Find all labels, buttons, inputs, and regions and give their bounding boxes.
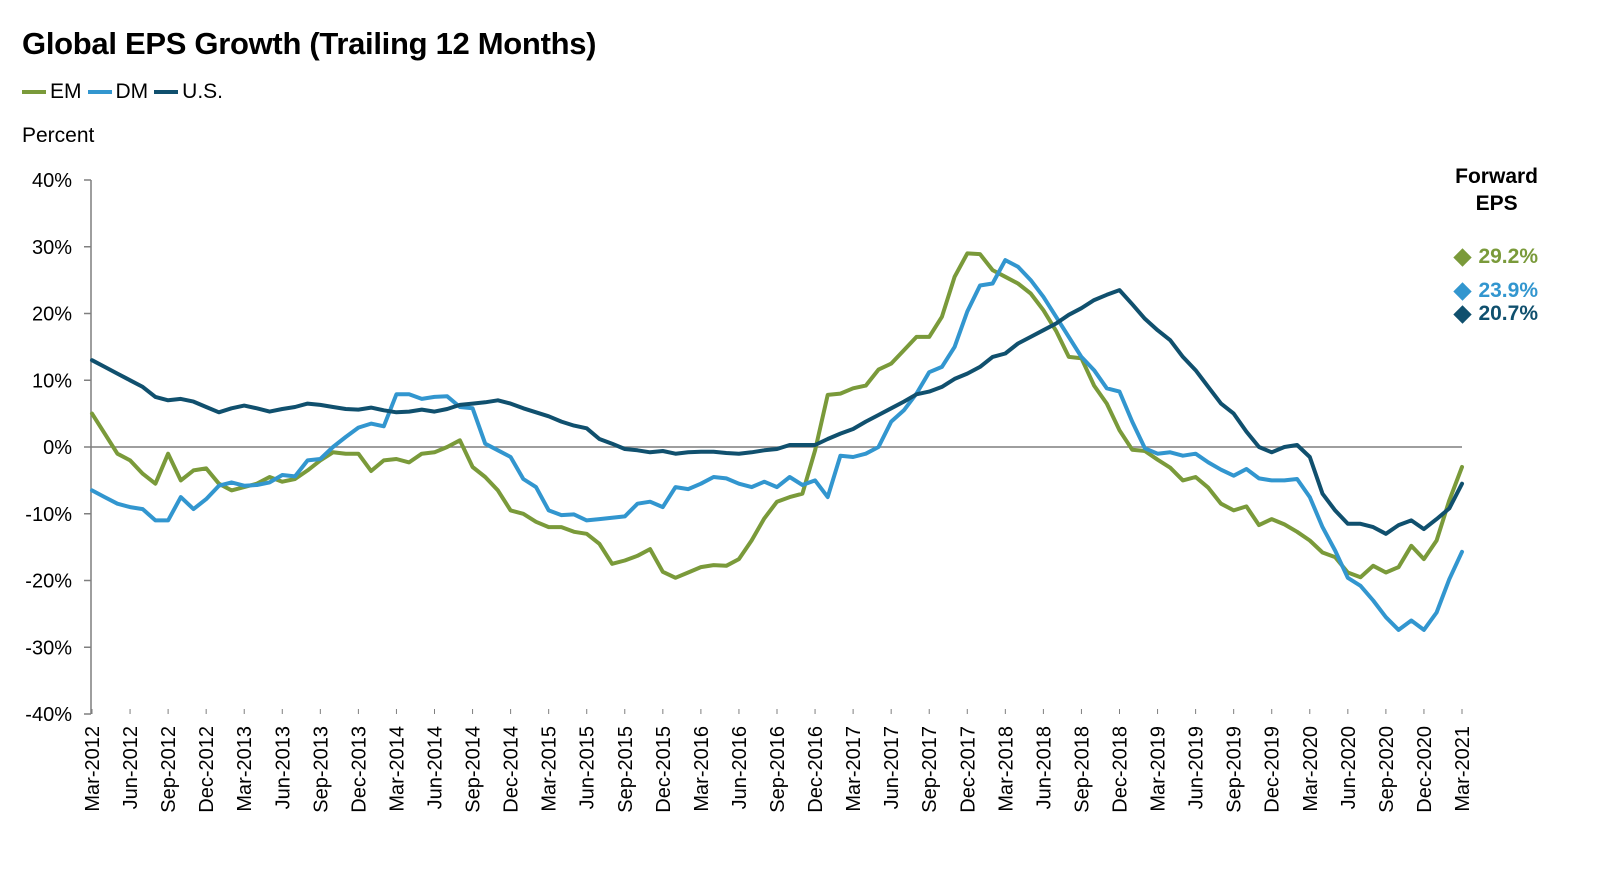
x-tick-label: Mar-2020 xyxy=(1300,726,1322,812)
x-tick-label: Mar-2019 xyxy=(1148,726,1170,812)
x-tick-label: Mar-2015 xyxy=(539,726,561,812)
y-tick-label: -40% xyxy=(25,704,72,726)
x-tick-label: Sep-2015 xyxy=(615,726,637,813)
x-tick-label: Mar-2016 xyxy=(691,726,713,812)
x-tick-label: Mar-2017 xyxy=(843,726,865,812)
legend-label-us: U.S. xyxy=(182,80,224,103)
y-tick-label: -30% xyxy=(25,637,72,659)
x-tick-label: Dec-2017 xyxy=(957,726,979,813)
x-tick-label: Sep-2014 xyxy=(463,726,485,813)
x-tick-label: Mar-2013 xyxy=(234,726,256,812)
forward-eps-dm-value: 23.9% xyxy=(1478,279,1538,302)
x-tick-label: Jun-2017 xyxy=(881,726,903,809)
forward-eps-us-value: 20.7% xyxy=(1478,302,1538,325)
x-tick-label: Dec-2020 xyxy=(1414,726,1436,813)
x-tick-label: Dec-2015 xyxy=(653,726,675,813)
x-tick-label: Sep-2016 xyxy=(767,726,789,813)
x-tick-label: Mar-2012 xyxy=(82,726,104,812)
y-tick-label: 30% xyxy=(32,237,72,259)
x-tick-label: Dec-2014 xyxy=(501,726,523,813)
x-tick-label: Jun-2016 xyxy=(729,726,751,809)
forward-eps-heading: Forward EPS xyxy=(1455,163,1538,217)
x-tick-label: Dec-2018 xyxy=(1110,726,1132,813)
y-tick-label: 10% xyxy=(32,370,72,392)
y-tick-label: 0% xyxy=(43,437,72,459)
x-tick-label: Jun-2015 xyxy=(577,726,599,809)
forward-eps-heading-line1: Forward xyxy=(1455,165,1538,188)
y-tick-label: 40% xyxy=(32,170,72,192)
forward-eps-dm: 23.9% xyxy=(1453,279,1538,303)
x-tick-label: Mar-2018 xyxy=(995,726,1017,812)
diamond-icon xyxy=(1453,247,1473,267)
legend-label-em: EM xyxy=(50,80,82,103)
x-tick-label: Sep-2018 xyxy=(1071,726,1093,813)
legend-label-dm: DM xyxy=(115,80,149,103)
legend: EM DM U.S. xyxy=(22,80,229,104)
legend-swatch-us xyxy=(154,90,179,94)
x-tick-label: Sep-2019 xyxy=(1224,726,1246,813)
x-tick-label: Sep-2013 xyxy=(310,726,332,813)
y-axis-unit-label: Percent xyxy=(22,124,95,147)
x-tick-label: Jun-2018 xyxy=(1033,726,1055,809)
diamond-icon xyxy=(1453,281,1473,301)
legend-item-em: EM xyxy=(22,80,82,104)
x-tick-label: Sep-2017 xyxy=(919,726,941,813)
x-tick-label: Mar-2014 xyxy=(386,726,408,812)
y-tick-label: 20% xyxy=(32,304,72,326)
x-tick-label: Jun-2020 xyxy=(1338,726,1360,809)
chart-title: Global EPS Growth (Trailing 12 Months) xyxy=(22,26,597,61)
x-tick-label: Mar-2021 xyxy=(1452,726,1474,812)
y-tick-label: -10% xyxy=(25,504,72,526)
series-line-em xyxy=(90,251,1464,580)
x-tick-label: Dec-2013 xyxy=(348,726,370,813)
x-tick-label: Jun-2019 xyxy=(1186,726,1208,809)
x-tick-label: Jun-2012 xyxy=(120,726,142,809)
x-tick-label: Jun-2014 xyxy=(425,726,447,809)
x-tick-label: Sep-2012 xyxy=(158,726,180,813)
x-tick-label: Dec-2016 xyxy=(805,726,827,813)
diamond-icon xyxy=(1453,304,1473,324)
forward-eps-em-value: 29.2% xyxy=(1478,245,1538,268)
series-line-dm xyxy=(90,258,1464,632)
forward-eps-heading-line2: EPS xyxy=(1475,192,1518,215)
legend-swatch-em xyxy=(22,90,46,94)
x-tick-label: Dec-2019 xyxy=(1262,726,1284,813)
forward-eps-us: 20.7% xyxy=(1453,302,1538,326)
forward-eps-em: 29.2% xyxy=(1453,245,1538,269)
legend-item-dm: DM xyxy=(87,80,149,104)
legend-swatch-dm xyxy=(87,90,112,94)
x-tick-label: Sep-2020 xyxy=(1376,726,1398,813)
y-tick-label: -20% xyxy=(25,571,72,593)
x-tick-label: Jun-2013 xyxy=(272,726,294,809)
series-line-us xyxy=(90,288,1464,536)
x-tick-label: Dec-2012 xyxy=(196,726,218,813)
legend-item-us: U.S. xyxy=(154,80,223,104)
